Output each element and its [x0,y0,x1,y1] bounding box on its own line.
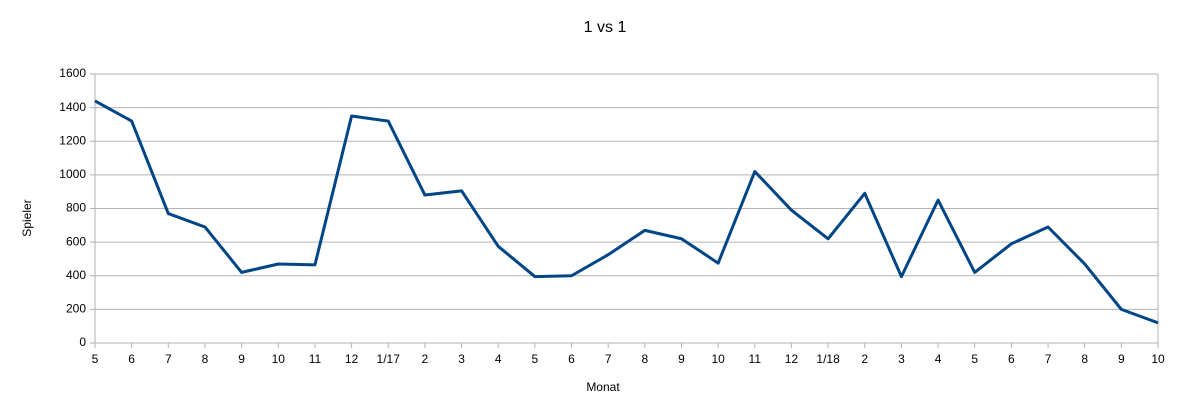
x-tick-label: 1/18 [816,352,840,366]
x-tick-label: 8 [641,352,648,366]
x-tick-label: 1/17 [377,352,401,366]
x-tick-label: 6 [1008,352,1015,366]
line [94,99,1159,325]
x-tick-label: 10 [1151,352,1165,366]
x-tick-label: 5 [92,352,99,366]
y-tick-label: 0 [79,335,86,349]
x-tick-label: 10 [711,352,725,366]
x-tick-label: 9 [238,352,245,366]
x-tick-label: 4 [495,352,502,366]
x-tick-label: 3 [458,352,465,366]
x-tick-label: 12 [785,352,799,366]
x-tick-label: 8 [1081,352,1088,366]
x-tick-label: 8 [202,352,209,366]
x-tick-label: 7 [165,352,172,366]
x-tick-label: 6 [568,352,575,366]
x-tick-label: 10 [272,352,286,366]
x-tick-label: 11 [309,352,322,366]
x-tick-label: 9 [678,352,685,366]
y-tick-label: 800 [66,201,86,215]
x-tick-label: 9 [1118,352,1125,366]
x-tick-label: 5 [532,352,539,366]
y-tick-label: 1000 [59,167,86,181]
x-axis-label: Monat [586,380,620,394]
x-tick-label: 4 [935,352,942,366]
y-tick-label: 1400 [59,100,86,114]
x-tick-label: 12 [345,352,359,366]
x-tick-label: 5 [971,352,978,366]
y-tick-label: 600 [66,234,86,248]
x-tick-label: 3 [898,352,905,366]
x-tick-label: 11 [749,352,762,366]
y-axis-label: Spieler [20,199,34,236]
y-tick-label: 200 [66,302,86,316]
y-tick-label: 400 [66,268,86,282]
x-tick-label: 6 [128,352,135,366]
x-tick-label: 2 [861,352,868,366]
x-tick-label: 7 [1045,352,1052,366]
x-tick-label: 2 [422,352,429,366]
y-tick-label: 1600 [59,66,86,80]
y-tick-label: 1200 [59,133,86,147]
x-tick-label: 7 [605,352,612,366]
chart-title: 1 vs 1 [584,19,627,36]
